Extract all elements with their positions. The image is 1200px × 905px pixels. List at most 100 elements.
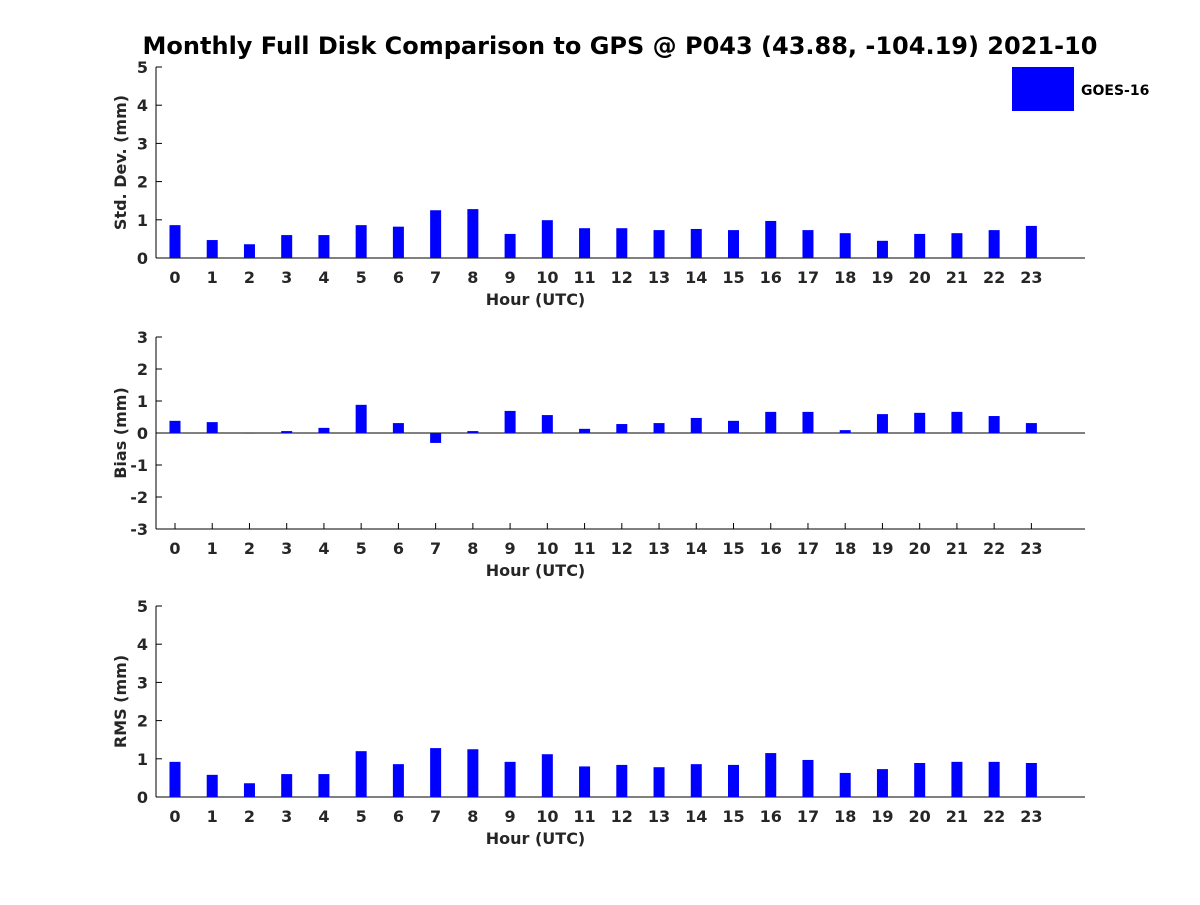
bar-hour-3 [281, 431, 293, 433]
bar-hour-19 [876, 769, 888, 797]
y-tick-label: 3 [137, 134, 148, 153]
bar-hour-2 [243, 433, 255, 434]
bar-hour-15 [728, 764, 740, 797]
y-tick-label: -3 [130, 520, 148, 539]
x-tick-label: 5 [356, 539, 367, 558]
bar-hour-22 [988, 230, 1000, 258]
x-tick-label: 20 [909, 539, 931, 558]
bar-hour-11 [579, 766, 591, 797]
x-tick-label: 14 [685, 268, 707, 287]
x-tick-label: 8 [467, 807, 478, 826]
bar-hour-22 [988, 761, 1000, 797]
x-tick-label: 5 [356, 807, 367, 826]
bar-hour-1 [206, 240, 218, 258]
y-tick-label: 0 [137, 788, 148, 807]
x-tick-label: 23 [1020, 268, 1042, 287]
bar-hour-16 [765, 220, 777, 258]
x-tick-label: 7 [430, 539, 441, 558]
x-tick-label: 19 [871, 807, 893, 826]
x-tick-label: 21 [946, 807, 968, 826]
bar-hour-23 [1025, 763, 1037, 797]
bar-hour-19 [876, 414, 888, 433]
bar-hour-18 [839, 233, 851, 258]
x-tick-label: 10 [536, 807, 558, 826]
bar-hour-23 [1025, 225, 1037, 258]
x-tick-label: 13 [648, 268, 670, 287]
x-tick-label: 22 [983, 268, 1005, 287]
x-tick-label: 4 [318, 268, 329, 287]
bar-hour-12 [616, 764, 628, 797]
x-tick-label: 7 [430, 268, 441, 287]
x-tick-label: 12 [611, 539, 633, 558]
bar-hour-10 [541, 415, 553, 433]
bar-hour-0 [169, 761, 181, 797]
bar-hour-13 [653, 767, 665, 797]
bar-hour-9 [504, 761, 516, 797]
bar-hour-2 [243, 783, 255, 797]
bar-hour-14 [690, 764, 702, 797]
x-tick-label: 2 [244, 268, 255, 287]
x-axis-label: Hour (UTC) [486, 290, 586, 309]
bar-hour-12 [616, 228, 628, 258]
x-tick-label: 6 [393, 268, 404, 287]
bar-hour-3 [281, 774, 293, 797]
y-tick-label: 2 [137, 360, 148, 379]
bar-hour-1 [206, 422, 218, 433]
bar-hour-18 [839, 772, 851, 797]
bar-hour-7 [430, 210, 442, 258]
x-tick-label: 21 [946, 268, 968, 287]
bar-hour-4 [318, 427, 330, 433]
y-tick-label: 0 [137, 249, 148, 268]
x-tick-label: 2 [244, 807, 255, 826]
x-tick-label: 1 [207, 268, 218, 287]
bar-hour-7 [430, 748, 442, 797]
x-tick-label: 9 [505, 807, 516, 826]
bar-hour-4 [318, 774, 330, 797]
y-tick-label: 5 [137, 597, 148, 616]
y-tick-label: 1 [137, 750, 148, 769]
x-tick-label: 10 [536, 539, 558, 558]
y-tick-label: 4 [137, 96, 148, 115]
bar-hour-20 [914, 233, 926, 258]
x-tick-label: 12 [611, 268, 633, 287]
x-tick-label: 21 [946, 539, 968, 558]
x-tick-label: 17 [797, 268, 819, 287]
bar-hour-15 [728, 420, 740, 433]
y-tick-label: -1 [130, 456, 148, 475]
bar-hour-20 [914, 763, 926, 797]
bar-hour-21 [951, 761, 963, 797]
x-tick-label: 15 [722, 807, 744, 826]
bar-hour-9 [504, 233, 516, 258]
x-tick-label: 0 [169, 539, 180, 558]
x-tick-label: 22 [983, 807, 1005, 826]
bar-hour-16 [765, 411, 777, 433]
bar-hour-15 [728, 230, 740, 258]
bar-hour-8 [467, 749, 479, 797]
bar-hour-21 [951, 411, 963, 433]
bar-hour-8 [467, 209, 479, 258]
x-tick-label: 18 [834, 539, 856, 558]
x-tick-label: 18 [834, 807, 856, 826]
x-tick-label: 9 [505, 539, 516, 558]
x-tick-label: 11 [573, 539, 595, 558]
x-tick-label: 20 [909, 807, 931, 826]
x-tick-label: 6 [393, 539, 404, 558]
y-tick-label: 1 [137, 392, 148, 411]
x-tick-label: 23 [1020, 539, 1042, 558]
y-tick-label: 3 [137, 673, 148, 692]
bar-hour-13 [653, 423, 665, 433]
bar-hour-5 [355, 751, 367, 797]
x-tick-label: 16 [760, 268, 782, 287]
bar-hour-6 [392, 423, 404, 433]
y-tick-label: 0 [137, 424, 148, 443]
x-tick-label: 22 [983, 539, 1005, 558]
bar-hour-3 [281, 235, 293, 258]
x-tick-label: 0 [169, 807, 180, 826]
x-tick-label: 9 [505, 268, 516, 287]
bar-hour-9 [504, 410, 516, 433]
y-tick-label: 2 [137, 173, 148, 192]
y-axis-label: Std. Dev. (mm) [111, 95, 130, 230]
bar-hour-10 [541, 754, 553, 797]
